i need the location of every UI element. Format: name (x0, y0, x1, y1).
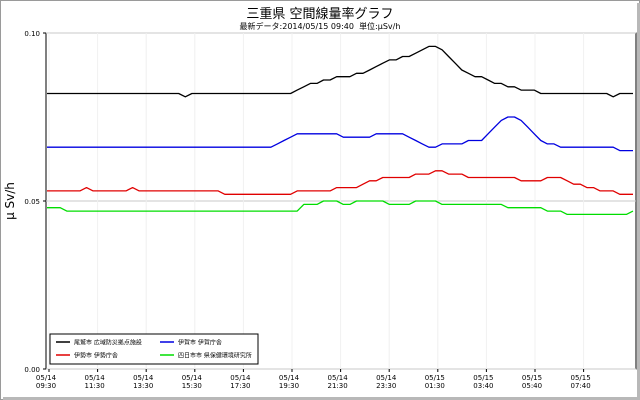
unit-value: μSv/h (377, 22, 401, 31)
x-tick-date: 05/14 (85, 374, 106, 382)
x-tick-date: 05/15 (425, 374, 445, 382)
frame-shadow-right (637, 3, 640, 400)
x-tick-date: 05/14 (279, 374, 300, 382)
subtitle-prefix: 最新データ: (239, 22, 283, 31)
x-tick-time: 13:30 (133, 382, 153, 390)
x-tick-date: 05/14 (230, 374, 251, 382)
x-tick-date: 05/15 (473, 374, 493, 382)
x-tick-time: 19:30 (279, 382, 299, 390)
unit-label: 単位: (359, 22, 378, 31)
series-line-3 (47, 200, 634, 216)
y-tick-label: 0.10 (24, 30, 40, 38)
legend-label: 尾鷲市 広域防災拠点施設 (74, 339, 142, 347)
x-tick-time: 23:30 (376, 382, 396, 390)
chart-subtitle: 最新データ:2014/05/15 09:40 単位:μSv/h (0, 21, 640, 32)
legend-label: 四日市市 県保健環境研究所 (178, 352, 252, 360)
x-tick-date: 05/14 (36, 374, 57, 382)
x-tick-time: 07:40 (571, 382, 591, 390)
y-tick-label: 0.05 (24, 198, 40, 206)
legend-label: 伊賀市 伊賀庁舎 (178, 339, 222, 347)
legend-box (49, 333, 259, 365)
x-tick-date: 05/15 (522, 374, 542, 382)
x-tick-time: 01:30 (425, 382, 445, 390)
x-tick-date: 05/14 (328, 374, 349, 382)
x-tick-time: 11:30 (85, 382, 105, 390)
chart-title: 三重県 空間線量率グラフ (246, 7, 394, 22)
series-line-1 (47, 170, 633, 195)
x-tick-time: 17:30 (230, 382, 250, 390)
x-tick-date: 05/14 (182, 374, 203, 382)
x-tick-date: 05/14 (133, 374, 154, 382)
x-tick-date: 05/15 (571, 374, 591, 382)
x-tick-time: 21:30 (328, 382, 348, 390)
series-line-2 (47, 116, 633, 152)
x-tick-time: 03:40 (473, 382, 493, 390)
x-tick-time: 05:40 (522, 382, 542, 390)
x-tick-date: 05/14 (376, 374, 397, 382)
frame-shadow-bottom (3, 397, 640, 400)
latest-datetime: 2014/05/15 09:40 (282, 22, 354, 31)
x-tick-time: 09:30 (36, 382, 56, 390)
y-axis-label: μ Sv/h (3, 182, 17, 220)
series-line-0 (47, 45, 633, 98)
legend-label: 伊勢市 伊勢庁舎 (74, 352, 118, 360)
y-tick-label: 0.00 (24, 366, 40, 374)
x-tick-time: 15:30 (182, 382, 202, 390)
